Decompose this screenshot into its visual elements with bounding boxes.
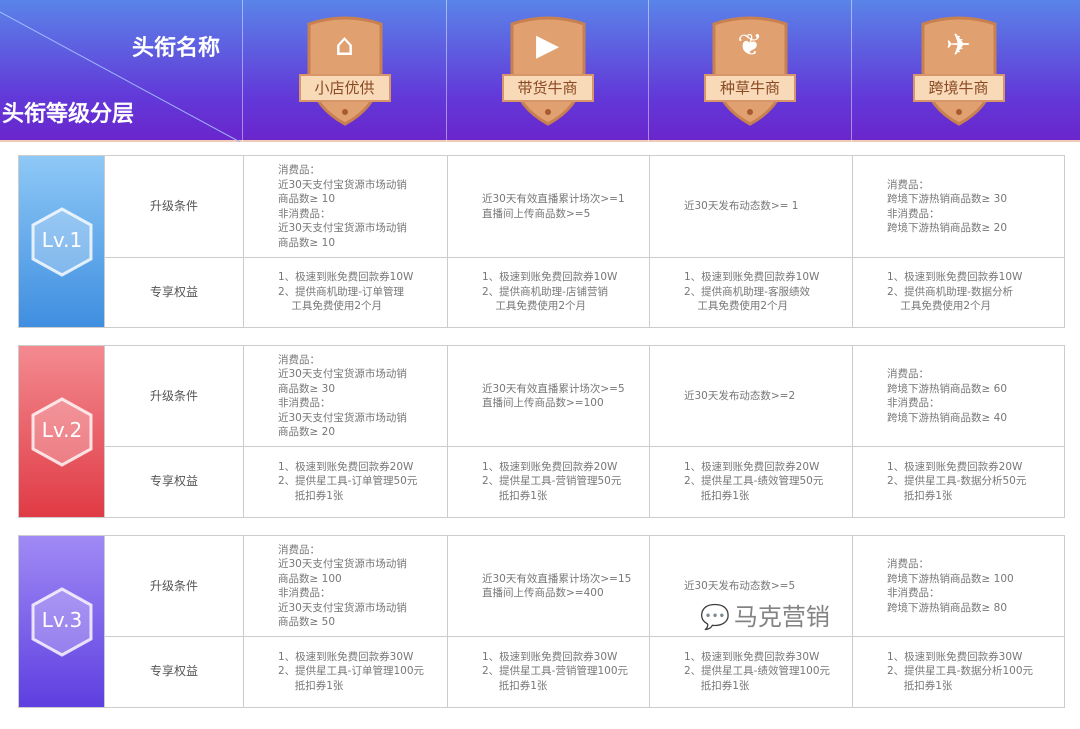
level-block-3: Lv.3 升级条件 专享权益 消费品： 近30天支付宝货源市场动销 商品数≥ 100 … xyxy=(18,535,1065,708)
benefit-cell: 1、极速到账免费回款券10W 2、提供商机助理-店铺营销 工具免费使用2个月 xyxy=(447,257,649,327)
condition-cell: 消费品： 近30天支付宝货源市场动销 商品数≥ 100 非消费品： 近30天支付… xyxy=(243,536,447,636)
benefit-label: 专享权益 xyxy=(104,636,243,707)
title-column-4: ✈ 跨境牛商 xyxy=(851,0,1065,142)
title-label: 小店优供 xyxy=(298,74,391,102)
condition-label: 升级条件 xyxy=(104,156,243,257)
title-badge: ❦ 种草牛商 xyxy=(704,16,796,126)
title-label: 种草牛商 xyxy=(704,74,796,102)
benefit-text: 1、极速到账免费回款券20W 2、提供星工具-营销管理50元 抵扣券1张 xyxy=(482,460,622,502)
level-hexagon-icon: Lv.1 xyxy=(29,206,95,278)
benefit-cell: 1、极速到账免费回款券10W 2、提供商机助理-数据分析 工具免费使用2个月 xyxy=(852,257,1066,327)
benefit-label: 专享权益 xyxy=(104,446,243,517)
benefit-cell: 1、极速到账免费回款券20W 2、提供星工具-数据分析50元 抵扣券1张 xyxy=(852,446,1066,517)
condition-text: 消费品： 近30天支付宝货源市场动销 商品数≥ 10 非消费品： 近30天支付宝… xyxy=(278,164,407,249)
title-column-1: ⌂ 小店优供 xyxy=(242,0,446,142)
level-hexagon-icon: Lv.3 xyxy=(29,586,95,658)
level-name: Lv.3 xyxy=(41,607,83,632)
benefit-cell: 1、极速到账免费回款券30W 2、提供星工具-营销管理100元 抵扣券1张 xyxy=(447,636,649,707)
title-badge: ⌂ 小店优供 xyxy=(298,16,391,126)
condition-cell: 近30天发布动态数>=2 xyxy=(649,346,852,446)
condition-text: 近30天发布动态数>=2 xyxy=(684,389,796,402)
row-divider xyxy=(104,446,1064,447)
level-badge-area: Lv.1 xyxy=(19,156,104,327)
level-hexagon-icon: Lv.2 xyxy=(29,396,95,468)
benefit-cell: 1、极速到账免费回款券10W 2、提供商机助理-客服绩效 工具免费使用2个月 xyxy=(649,257,852,327)
condition-text: 消费品： 跨境下游热销商品数≥ 100 非消费品： 跨境下游热销商品数≥ 80 xyxy=(887,558,1014,614)
watermark: 💬 马克营销 xyxy=(700,603,830,631)
condition-label: 升级条件 xyxy=(104,346,243,446)
level-badge-area: Lv.2 xyxy=(19,346,104,517)
condition-cell: 近30天有效直播累计场次>=1 直播间上传商品数>=5 xyxy=(447,156,649,257)
title-badge: ✈ 跨境牛商 xyxy=(912,16,1005,126)
benefit-text: 1、极速到账免费回款券30W 2、提供星工具-订单管理100元 抵扣券1张 xyxy=(278,650,425,692)
condition-cell: 消费品： 跨境下游热销商品数≥ 60 非消费品： 跨境下游热销商品数≥ 40 xyxy=(852,346,1066,446)
title-column-3: ❦ 种草牛商 xyxy=(648,0,851,142)
benefit-text: 1、极速到账免费回款券30W 2、提供星工具-绩效管理100元 抵扣券1张 xyxy=(684,650,831,692)
benefit-text: 1、极速到账免费回款券20W 2、提供星工具-订单管理50元 抵扣券1张 xyxy=(278,460,418,502)
level-name: Lv.2 xyxy=(41,417,83,442)
row-divider xyxy=(104,636,1064,637)
benefit-cell: 1、极速到账免费回款券30W 2、提供星工具-订单管理100元 抵扣券1张 xyxy=(243,636,447,707)
condition-text: 近30天有效直播累计场次>=5 直播间上传商品数>=100 xyxy=(482,382,625,410)
level-name: Lv.1 xyxy=(41,227,83,252)
benefit-text: 1、极速到账免费回款券10W 2、提供商机助理-店铺营销 工具免费使用2个月 xyxy=(482,271,618,313)
benefit-text: 1、极速到账免费回款券30W 2、提供星工具-数据分析100元 抵扣券1张 xyxy=(887,650,1034,692)
condition-cell: 消费品： 近30天支付宝货源市场动销 商品数≥ 10 非消费品： 近30天支付宝… xyxy=(243,156,447,257)
video-camera-icon: ▶ xyxy=(535,28,560,63)
header-corner: 头衔名称 头衔等级分层 xyxy=(0,0,242,142)
condition-cell: 近30天有效直播累计场次>=15 直播间上传商品数>=400 xyxy=(447,536,649,636)
benefit-text: 1、极速到账免费回款券10W 2、提供商机助理-订单管理 工具免费使用2个月 xyxy=(278,271,414,313)
benefit-cell: 1、极速到账免费回款券30W 2、提供星工具-数据分析100元 抵扣券1张 xyxy=(852,636,1066,707)
watermark-text: 马克营销 xyxy=(733,603,830,631)
benefit-cell: 1、极速到账免费回款券20W 2、提供星工具-绩效管理50元 抵扣券1张 xyxy=(649,446,852,517)
benefit-cell: 1、极速到账免费回款券20W 2、提供星工具-营销管理50元 抵扣券1张 xyxy=(447,446,649,517)
condition-cell: 近30天发布动态数>=5 xyxy=(649,536,852,636)
title-label: 带货牛商 xyxy=(501,74,594,102)
condition-cell: 消费品： 近30天支付宝货源市场动销 商品数≥ 30 非消费品： 近30天支付宝… xyxy=(243,346,447,446)
benefit-cell: 1、极速到账免费回款券10W 2、提供商机助理-订单管理 工具免费使用2个月 xyxy=(243,257,447,327)
benefit-cell: 1、极速到账免费回款券20W 2、提供星工具-订单管理50元 抵扣券1张 xyxy=(243,446,447,517)
condition-text: 近30天发布动态数>= 1 xyxy=(684,200,799,213)
benefit-text: 1、极速到账免费回款券10W 2、提供商机助理-数据分析 工具免费使用2个月 xyxy=(887,271,1023,313)
sprout-icon: ❦ xyxy=(737,28,763,63)
condition-cell: 消费品： 跨境下游热销商品数≥ 30 非消费品： 跨境下游热销商品数≥ 20 xyxy=(852,156,1066,257)
condition-text: 消费品： 跨境下游热销商品数≥ 60 非消费品： 跨境下游热销商品数≥ 40 xyxy=(887,368,1007,424)
condition-text: 消费品： 近30天支付宝货源市场动销 商品数≥ 30 非消费品： 近30天支付宝… xyxy=(278,353,407,439)
condition-text: 近30天有效直播累计场次>=15 直播间上传商品数>=400 xyxy=(482,572,632,600)
benefit-text: 1、极速到账免费回款券10W 2、提供商机助理-客服绩效 工具免费使用2个月 xyxy=(684,271,820,313)
title-tier-heading: 头衔等级分层 xyxy=(2,102,135,127)
benefit-cell: 1、极速到账免费回款券30W 2、提供星工具-绩效管理100元 抵扣券1张 xyxy=(649,636,852,707)
benefit-text: 1、极速到账免费回款券30W 2、提供星工具-营销管理100元 抵扣券1张 xyxy=(482,650,629,692)
condition-text: 近30天发布动态数>=5 xyxy=(684,579,796,592)
condition-cell: 近30天发布动态数>= 1 xyxy=(649,156,852,257)
table-header: 头衔名称 头衔等级分层 ⌂ 小店优供 ▶ 带货牛商 ❦ 种草牛商 ✈ 跨境牛商 xyxy=(0,0,1080,142)
title-label: 跨境牛商 xyxy=(912,74,1005,102)
store-icon: ⌂ xyxy=(334,28,355,63)
level-badge-area: Lv.3 xyxy=(19,536,104,707)
condition-text: 消费品： 近30天支付宝货源市场动销 商品数≥ 100 非消费品： 近30天支付… xyxy=(278,543,407,629)
condition-label: 升级条件 xyxy=(104,536,243,636)
title-column-2: ▶ 带货牛商 xyxy=(446,0,648,142)
condition-text: 消费品： 跨境下游热销商品数≥ 30 非消费品： 跨境下游热销商品数≥ 20 xyxy=(887,178,1007,235)
row-divider xyxy=(104,257,1064,258)
title-name-heading: 头衔名称 xyxy=(131,36,220,61)
airplane-icon: ✈ xyxy=(945,28,972,63)
condition-text: 近30天有效直播累计场次>=1 直播间上传商品数>=5 xyxy=(482,193,625,220)
benefit-text: 1、极速到账免费回款券20W 2、提供星工具-数据分析50元 抵扣券1张 xyxy=(887,460,1027,502)
benefit-text: 1、极速到账免费回款券20W 2、提供星工具-绩效管理50元 抵扣券1张 xyxy=(684,460,824,502)
wechat-icon: 💬 xyxy=(700,603,730,631)
condition-cell: 近30天有效直播累计场次>=5 直播间上传商品数>=100 xyxy=(447,346,649,446)
title-badge: ▶ 带货牛商 xyxy=(501,16,594,126)
benefit-label: 专享权益 xyxy=(104,257,243,327)
condition-cell: 消费品： 跨境下游热销商品数≥ 100 非消费品： 跨境下游热销商品数≥ 80 xyxy=(852,536,1066,636)
level-block-1: Lv.1 升级条件 专享权益 消费品： 近30天支付宝货源市场动销 商品数≥ 10 非… xyxy=(18,155,1065,328)
level-block-2: Lv.2 升级条件 专享权益 消费品： 近30天支付宝货源市场动销 商品数≥ 30 非… xyxy=(18,345,1065,518)
